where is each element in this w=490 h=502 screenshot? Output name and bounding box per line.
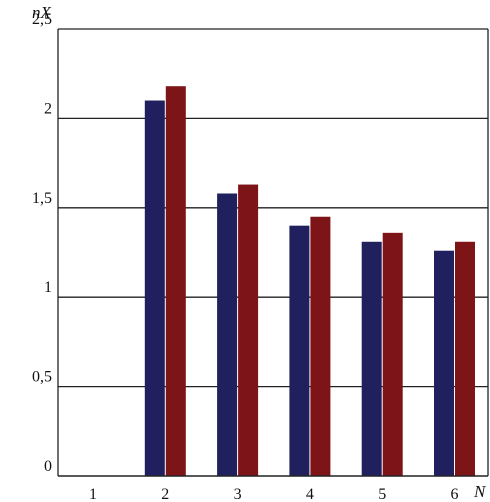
bar-series-2-5	[382, 232, 403, 476]
bar-series-2-4	[310, 216, 331, 477]
y-tick-label: 0	[44, 458, 52, 475]
y-tick-label: 1,5	[32, 190, 52, 207]
y-tick-label: 0,5	[32, 369, 52, 386]
bars	[144, 86, 475, 477]
bar-series-1-5	[361, 241, 382, 476]
x-tick-label: 4	[306, 486, 314, 502]
x-tick-label: 5	[378, 486, 386, 502]
x-axis-title: N	[473, 482, 487, 501]
bar-series-1-4	[289, 225, 310, 476]
bar-series-2-2	[165, 86, 186, 476]
bar-series-1-3	[217, 193, 238, 476]
y-tick-labels: 0 0,5 1 1,5 2 2,5	[32, 11, 52, 475]
y-tick-label: 2	[44, 100, 52, 117]
x-tick-label: 1	[89, 486, 97, 502]
y-axis-title: nX	[32, 3, 52, 22]
y-tick-label: 1	[44, 279, 52, 296]
x-tick-label: 3	[234, 486, 242, 502]
x-tick-labels: 1 2 3 4 5 6	[89, 486, 459, 502]
x-tick-label: 2	[161, 486, 169, 502]
x-tick-label: 6	[451, 486, 459, 502]
bar-series-1-2	[144, 100, 165, 477]
bar-series-1-6	[434, 250, 454, 476]
bar-series-2-3	[238, 184, 259, 476]
y-tick-label: 2,5	[32, 11, 52, 28]
axes	[57, 28, 489, 477]
gridlines	[58, 117, 488, 388]
bar-series-2-6	[455, 241, 475, 476]
